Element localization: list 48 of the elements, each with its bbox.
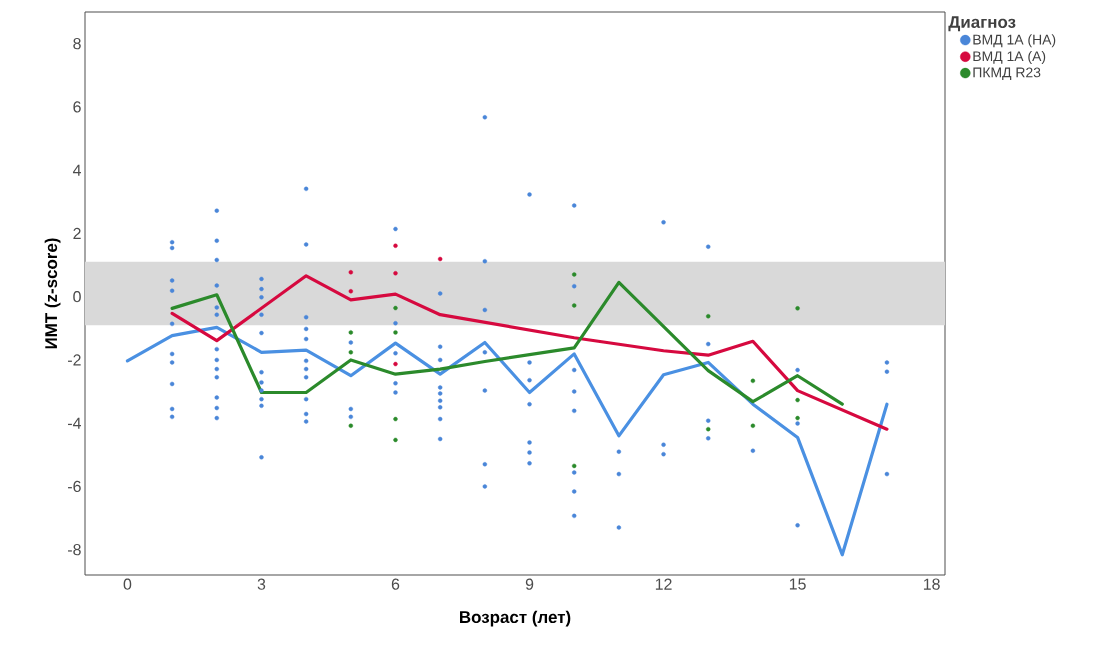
point [393,416,398,422]
point [795,415,800,421]
point [750,423,756,428]
point [437,256,443,262]
point [572,303,577,308]
point [348,423,354,428]
x-axis-title: Возраст (лет) [460,610,571,627]
legend-label: ВМД 1А (НА) [973,34,1056,48]
x-tick-label: 9 [525,578,534,590]
point [393,437,398,443]
point [706,314,711,319]
point [348,289,354,294]
y-tick-label: -6 [68,480,81,493]
point [795,397,800,403]
y-tick-label: -8 [68,544,81,556]
x-tick-label: 15 [789,578,806,590]
x-tick-label: 0 [123,578,132,590]
x-tick-label: 18 [923,578,940,590]
x-tick-label: 3 [257,578,266,590]
legend-label: ПКМД R23 [973,67,1041,80]
legend-title: Диагноз [948,16,1016,32]
legend-label: ВМД 1А (А) [973,50,1046,64]
point [750,378,756,383]
y-tick-label: 0 [73,291,81,303]
point [393,361,398,367]
point [393,305,398,311]
point [795,306,800,311]
y-tick-label: 4 [72,164,82,176]
point [393,243,398,248]
point [348,270,354,275]
y-tick-label: 6 [73,101,81,113]
point [393,271,398,276]
point [348,330,354,335]
y-tick-label: 8 [73,37,81,50]
x-tick-label: 6 [391,578,400,590]
y-axis-title: ИМТ (z-score) [44,238,61,349]
line-series [125,325,889,557]
x-tick-label: 12 [655,578,672,590]
point [348,350,354,355]
y-tick-label: -4 [68,417,82,429]
line-series [170,274,889,431]
point [572,272,577,277]
line-series [170,280,844,406]
point [572,463,577,469]
point [393,330,398,335]
point [706,426,711,432]
y-tick-label: 2 [73,227,81,239]
y-tick-label: -2 [68,354,81,366]
